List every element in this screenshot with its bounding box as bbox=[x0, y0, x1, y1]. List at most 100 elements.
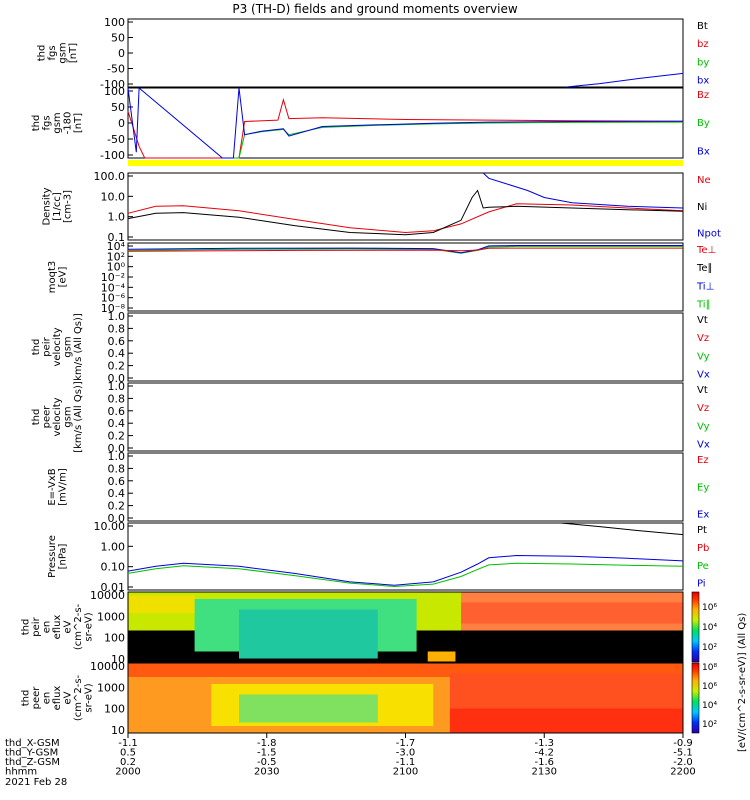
y-tick-label: 1000 bbox=[97, 610, 125, 623]
panel-frame bbox=[127, 242, 684, 312]
y-tick-label: 10.00 bbox=[94, 520, 126, 533]
legend-Vt: Vt bbox=[697, 385, 708, 396]
x-axis-value: -2.0 bbox=[673, 757, 693, 768]
legend-Ez: Ez bbox=[697, 455, 709, 466]
legend-Npot: Npot bbox=[697, 229, 721, 240]
y-tick-label: 0.2 bbox=[108, 360, 126, 373]
y-axis-label: thd bbox=[36, 45, 47, 62]
x-axis-value: 0.2 bbox=[120, 757, 136, 768]
legend-Vt: Vt bbox=[697, 315, 708, 326]
colorbar: [eV/(cm^2-s-sr-eV)] (All Qs) 10⁶ 10⁴ 10² 10… bbox=[691, 591, 748, 752]
y-axis-label: [eV] bbox=[57, 267, 68, 288]
y-axis-label: gsm bbox=[63, 336, 74, 357]
colorbar-tick: 10⁶ bbox=[702, 682, 717, 692]
y-tick-label: 100 bbox=[104, 632, 125, 645]
y-axis-label: (cm^2-s- bbox=[73, 674, 84, 721]
x-axis-value: 2000 bbox=[115, 767, 140, 778]
spectrogram-frame bbox=[127, 591, 684, 663]
y-axis-label: [nT] bbox=[68, 43, 79, 63]
colorbar-tick: 10⁶ bbox=[702, 603, 717, 613]
y-tick-label: -50 bbox=[107, 63, 125, 76]
legend-Vz: Vz bbox=[697, 403, 709, 414]
x-axis-row-label: thd_Z-GSM bbox=[5, 757, 60, 768]
y-tick-label: 10² bbox=[107, 250, 125, 263]
x-axis-date: 2021 Feb 28 bbox=[5, 777, 67, 788]
y-axis-label: peir bbox=[42, 336, 53, 356]
x-axis-value: 2200 bbox=[670, 767, 695, 778]
x-axis-value: -1.1 bbox=[118, 738, 138, 749]
colorbar-tick: 10⁴ bbox=[702, 623, 717, 633]
legend-Bt: Bt bbox=[697, 21, 708, 32]
y-axis-label: moqt3 bbox=[47, 261, 58, 294]
legend-Te∥: Te∥ bbox=[696, 263, 713, 274]
panel-fgs-dsl: 100 50 0 -50 -100 thd fgs gsm -180 [nT] Bz By Bx bbox=[31, 85, 710, 162]
spacecraft-mode-bar bbox=[128, 160, 683, 166]
x-axis-value: -1.5 bbox=[257, 748, 277, 759]
y-tick-label: 0.10 bbox=[101, 561, 126, 574]
y-axis-label: eV bbox=[63, 691, 74, 704]
legend-by: by bbox=[697, 57, 709, 68]
legend-Vz: Vz bbox=[697, 333, 709, 344]
legend-Ey: Ey bbox=[697, 482, 709, 493]
x-axis-value: -3.0 bbox=[396, 748, 416, 759]
y-tick-label: 10⁻⁴ bbox=[101, 281, 126, 294]
y-tick-label: 0.6 bbox=[108, 335, 126, 348]
x-axis-row-label: thd_X-GSM bbox=[5, 738, 60, 749]
y-axis-label: [cm-3] bbox=[63, 190, 74, 223]
y-tick-label: 10⁴ bbox=[107, 240, 126, 253]
y-tick-label: 10⁻² bbox=[101, 271, 125, 284]
panel-frame bbox=[127, 87, 684, 159]
y-axis-label: [km/s (All Qs)] bbox=[73, 381, 84, 453]
y-tick-label: 0.4 bbox=[108, 487, 126, 500]
plot-title: P3 (TH-D) fields and ground moments over… bbox=[232, 2, 517, 16]
y-axis-label: km/s (All Qs)] bbox=[73, 313, 84, 381]
x-axis-value: 2030 bbox=[254, 767, 279, 778]
legend-Pi: Pi bbox=[697, 579, 706, 590]
y-tick-label: 0.0 bbox=[108, 372, 126, 385]
series-Pt bbox=[560, 522, 684, 536]
y-tick-label: 10⁻⁶ bbox=[101, 292, 126, 305]
y-tick-label: 100 bbox=[104, 85, 125, 98]
legend-Te⊥: Te⊥ bbox=[696, 245, 716, 256]
y-tick-label: 1000 bbox=[97, 681, 125, 694]
y-tick-label: 0.01 bbox=[101, 581, 126, 594]
y-tick-label: 100.0 bbox=[94, 170, 126, 183]
y-tick-label: 10000 bbox=[90, 589, 125, 602]
y-tick-label: 10 bbox=[111, 653, 125, 666]
y-tick-label: 0.2 bbox=[108, 430, 126, 443]
series-Te⊥ bbox=[127, 247, 683, 252]
y-axis-label: velocity bbox=[52, 327, 63, 366]
x-axis-value: -5.1 bbox=[673, 748, 693, 759]
y-axis-label: [nT] bbox=[73, 113, 84, 133]
spectrograms bbox=[127, 591, 684, 734]
y-axis-label: peer bbox=[31, 686, 42, 710]
y-tick-label: 0.6 bbox=[108, 475, 126, 488]
y-axis-label: thd bbox=[31, 409, 42, 426]
y-tick-label: -100 bbox=[100, 149, 125, 162]
x-axis-value: -1.6 bbox=[534, 757, 554, 768]
panel-frame bbox=[127, 382, 684, 452]
y-axis-label: thd bbox=[31, 339, 42, 356]
y-axis-label: peir bbox=[31, 616, 42, 636]
panel-vpeir: 1.00.80.60.40.20.0 thd peir velocity gsm km/s… bbox=[31, 310, 710, 385]
y-tick-label: 1.0 bbox=[108, 380, 126, 393]
y-axis-label: (cm^2-s- bbox=[73, 603, 84, 650]
y-tick-label: 50 bbox=[111, 32, 125, 45]
panel-frame bbox=[127, 452, 684, 522]
colorbar-tick: 10⁴ bbox=[702, 701, 717, 711]
legend-Bz: Bz bbox=[697, 90, 709, 101]
panel-vpeer: 1.00.80.60.40.20.0 thd peer velocity gsm [km/… bbox=[31, 380, 710, 455]
spectrogram-cell bbox=[449, 708, 683, 733]
y-tick-label: 10.0 bbox=[101, 190, 126, 203]
series-Ne bbox=[127, 203, 684, 234]
y-axis-label: velocity bbox=[52, 397, 63, 436]
y-axis-label: gsm bbox=[57, 42, 68, 63]
x-axis-value: -1.3 bbox=[534, 738, 554, 749]
y-tick-label: 0.8 bbox=[108, 462, 126, 475]
x-axis-value: -0.9 bbox=[673, 738, 693, 749]
y-tick-label: 1.0 bbox=[108, 310, 126, 323]
panel-frame bbox=[127, 172, 684, 241]
y-tick-label: 10000 bbox=[90, 660, 125, 673]
legend-Vx: Vx bbox=[697, 440, 710, 451]
